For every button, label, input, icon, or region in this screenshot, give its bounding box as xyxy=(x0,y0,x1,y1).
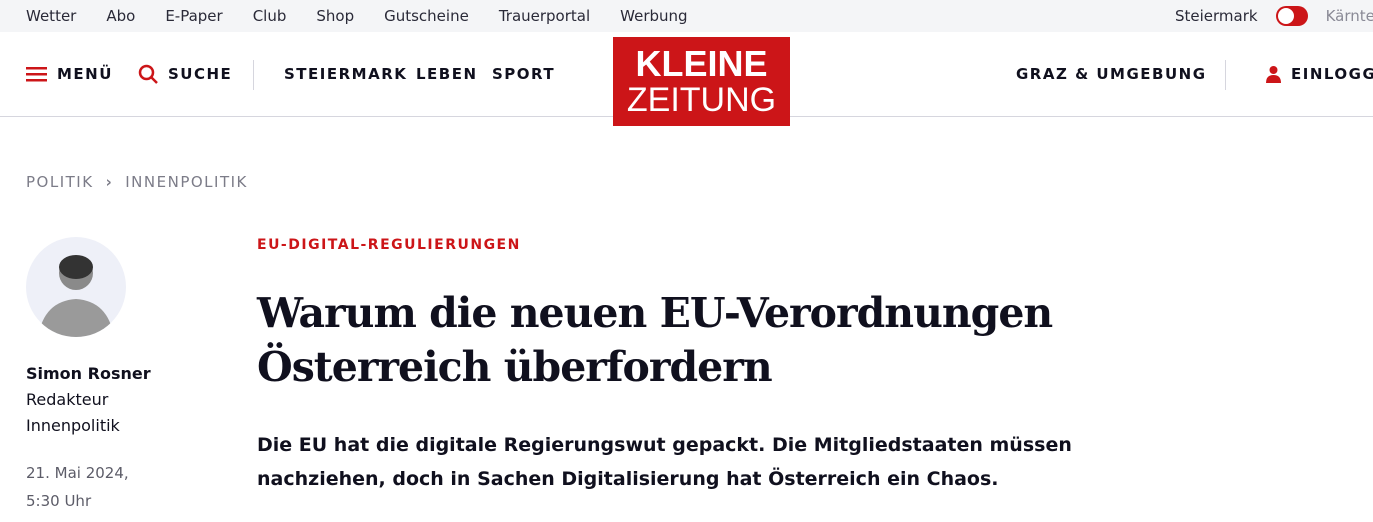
top-link-gutscheine[interactable]: Gutscheine xyxy=(384,7,469,25)
divider xyxy=(1225,60,1226,90)
user-icon xyxy=(1266,66,1281,83)
login-label: EINLOGGEN xyxy=(1291,65,1373,83)
article-title: Warum die neuen EU-Verordnungen Österrei… xyxy=(257,289,1053,391)
chevron-right-icon: › xyxy=(105,173,114,191)
top-bar: Wetter Abo E-Paper Club Shop Gutscheine … xyxy=(0,0,1373,32)
article-kicker: EU-DIGITAL-REGULIERUNGEN xyxy=(257,237,521,253)
author-info: Simon Rosner Redakteur Innenpolitik xyxy=(26,361,151,439)
region-steiermark[interactable]: Steiermark xyxy=(1175,7,1258,25)
breadcrumb-innenpolitik[interactable]: INNENPOLITIK xyxy=(125,173,248,191)
author-department: Innenpolitik xyxy=(26,416,120,435)
nav-graz-umgebung[interactable]: GRAZ & UMGEBUNG xyxy=(1016,65,1207,83)
top-link-werbung[interactable]: Werbung xyxy=(620,7,688,25)
search-icon xyxy=(138,64,158,84)
search-button[interactable]: SUCHE xyxy=(138,32,232,116)
main-nav: MENÜ SUCHE STEIERMARK LEBEN SPORT KLEINE… xyxy=(0,32,1373,126)
hamburger-icon xyxy=(26,67,47,82)
author-role: Redakteur xyxy=(26,390,109,409)
author-avatar[interactable] xyxy=(26,237,126,337)
login-button[interactable]: EINLOGGEN xyxy=(1266,32,1373,116)
menu-button[interactable]: MENÜ xyxy=(26,32,113,116)
article-lead: Die EU hat die digitale Regierungswut ge… xyxy=(257,434,1072,490)
breadcrumb-politik[interactable]: POLITIK xyxy=(26,173,94,191)
top-link-club[interactable]: Club xyxy=(252,7,287,25)
search-label: SUCHE xyxy=(168,65,233,83)
top-link-epaper[interactable]: E-Paper xyxy=(165,7,223,25)
kleine-zeitung-logo[interactable]: KLEINE ZEITUNG xyxy=(613,37,790,126)
publish-date: 21. Mai 2024, 5:30 Uhr xyxy=(26,464,129,510)
top-link-shop[interactable]: Shop xyxy=(316,7,355,25)
divider xyxy=(253,60,254,90)
nav-steiermark[interactable]: STEIERMARK xyxy=(284,65,408,83)
menu-label: MENÜ xyxy=(57,65,113,83)
nav-sport[interactable]: SPORT xyxy=(492,65,556,83)
top-link-abo[interactable]: Abo xyxy=(106,7,136,25)
top-link-wetter[interactable]: Wetter xyxy=(26,7,77,25)
region-toggle[interactable] xyxy=(1275,6,1308,26)
author-name[interactable]: Simon Rosner xyxy=(26,364,151,383)
nav-leben[interactable]: LEBEN xyxy=(416,65,478,83)
region-kaernten[interactable]: Kärnten xyxy=(1325,7,1373,25)
top-link-trauerportal[interactable]: Trauerportal xyxy=(498,7,591,25)
breadcrumb: POLITIK › INNENPOLITIK xyxy=(26,173,248,191)
